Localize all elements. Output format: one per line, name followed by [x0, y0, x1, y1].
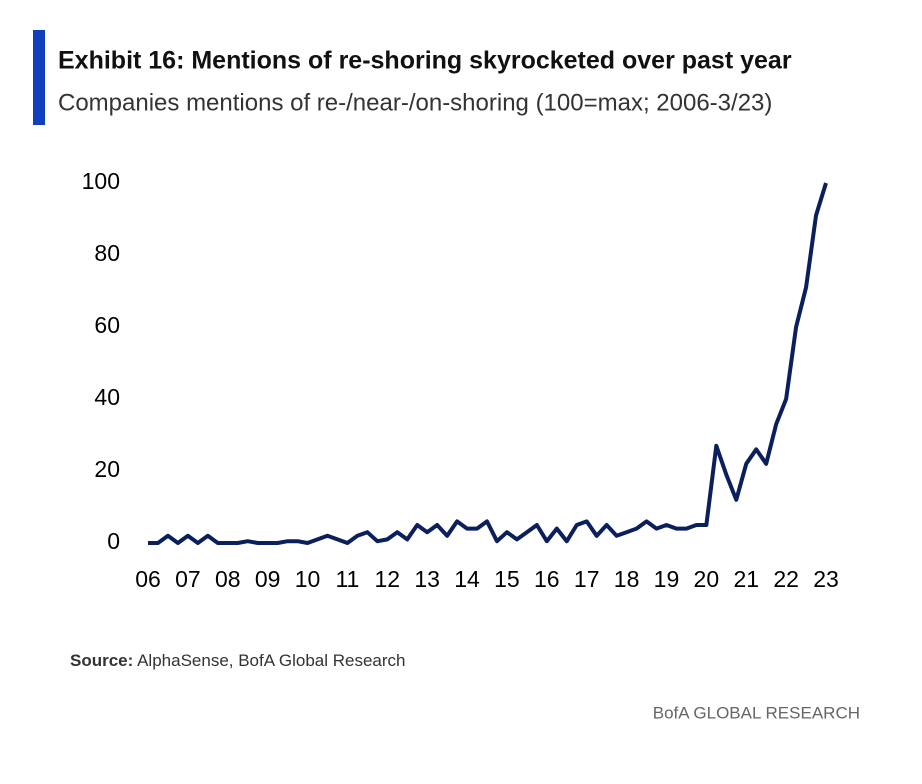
y-tick-label: 0 — [107, 528, 120, 554]
x-tick-label: 06 — [135, 566, 161, 592]
x-tick-label: 15 — [494, 566, 520, 592]
x-tick-label: 10 — [295, 566, 321, 592]
footer: BofA GLOBAL RESEARCH — [653, 703, 860, 722]
x-tick-label: 22 — [773, 566, 799, 592]
x-tick-label: 07 — [175, 566, 201, 592]
y-tick-label: 80 — [94, 240, 120, 266]
y-tick-label: 40 — [94, 384, 120, 410]
accent-bar — [33, 30, 45, 125]
x-tick-label: 09 — [255, 566, 281, 592]
source: Source: AlphaSense, BofA Global Research — [70, 651, 405, 670]
data-line — [148, 182, 828, 545]
x-tick-label: 14 — [454, 566, 480, 592]
x-tick-label: 12 — [374, 566, 400, 592]
y-tick-label: 60 — [94, 312, 120, 338]
x-tick-label: 08 — [215, 566, 241, 592]
chart-title: Exhibit 16: Mentions of re-shoring skyro… — [58, 47, 792, 75]
x-tick-label: 20 — [694, 566, 720, 592]
x-tick-label: 19 — [654, 566, 680, 592]
y-tick-label: 20 — [94, 456, 120, 482]
source-label: Source: — [70, 651, 133, 670]
x-tick-label: 21 — [733, 566, 759, 592]
x-tick-label: 17 — [574, 566, 600, 592]
x-tick-label: 23 — [813, 566, 839, 592]
x-tick-label: 16 — [534, 566, 560, 592]
x-tick-label: 13 — [414, 566, 440, 592]
y-tick-label: 100 — [82, 168, 120, 194]
chart-subtitle: Companies mentions of re-/near-/on-shori… — [58, 89, 772, 116]
source-text: AlphaSense, BofA Global Research — [137, 651, 405, 670]
x-tick-label: 18 — [614, 566, 640, 592]
x-tick-label: 11 — [335, 566, 359, 592]
